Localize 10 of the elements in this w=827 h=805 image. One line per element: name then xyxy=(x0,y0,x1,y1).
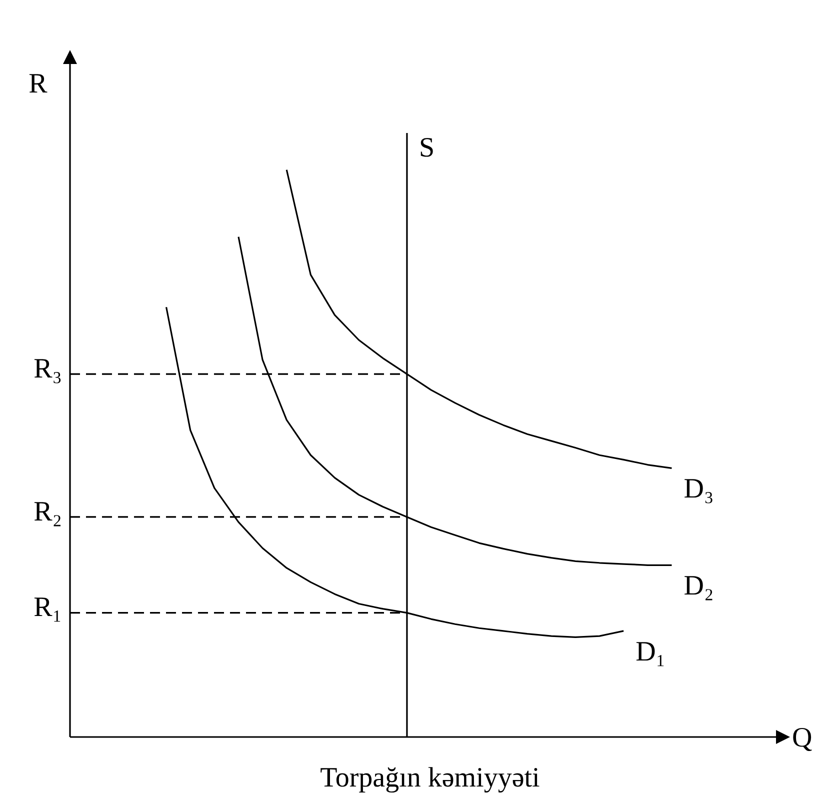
text: R₂ xyxy=(34,496,62,528)
series-label: D₂ xyxy=(684,570,714,602)
x-axis-title: Torpağın kəmiyyəti xyxy=(320,762,540,794)
text: S xyxy=(418,132,435,164)
series-label: D₃ xyxy=(684,474,714,505)
text: Q xyxy=(792,722,812,754)
series-label: D₁ xyxy=(636,636,666,668)
y-axis-title: R xyxy=(28,68,48,100)
text: R₁ xyxy=(34,592,62,624)
text: R₃ xyxy=(34,353,62,384)
